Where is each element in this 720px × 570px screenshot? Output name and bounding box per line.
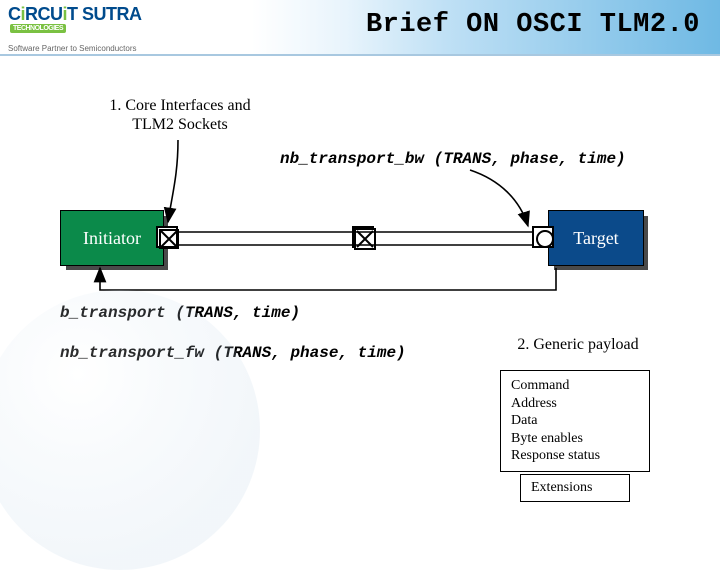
- initiator-port-icon: [156, 226, 178, 248]
- section2-label: 2. Generic payload: [478, 335, 678, 354]
- section1-line2: TLM2 Sockets: [132, 116, 228, 133]
- payload-ext-text: Extensions: [531, 480, 592, 495]
- logo-technologies: TECHNOLOGIES: [10, 24, 66, 33]
- payload-item: Byte enables: [511, 430, 639, 448]
- logo-tagline: Software Partner to Semiconductors: [8, 44, 188, 53]
- page-title: Brief ON OSCI TLM2.0: [366, 10, 700, 40]
- section1-line1: 1. Core Interfaces and: [109, 97, 250, 114]
- target-label: Target: [573, 228, 618, 249]
- payload-item: Address: [511, 395, 639, 413]
- call-bw-text: nb_transport_bw (TRANS, phase, time): [280, 150, 626, 168]
- payload-box-main: Command Address Data Byte enables Respon…: [500, 370, 650, 472]
- logo: CiRCUiT SUTRA TECHNOLOGIES Software Part…: [8, 4, 188, 52]
- payload-item: Response status: [511, 447, 639, 465]
- initiator-block: Initiator: [60, 210, 164, 266]
- target-port-icon: [532, 226, 554, 248]
- transaction-x-icon: [352, 226, 374, 248]
- initiator-label: Initiator: [83, 228, 141, 249]
- logo-main: CiRCUiT SUTRA TECHNOLOGIES: [8, 4, 188, 46]
- payload-box-ext: Extensions: [520, 474, 630, 502]
- payload-item: Data: [511, 412, 639, 430]
- target-block: Target: [548, 210, 644, 266]
- globe-decoration: [0, 290, 260, 570]
- payload-item: Command: [511, 377, 639, 395]
- section1-label: 1. Core Interfaces and TLM2 Sockets: [90, 96, 270, 134]
